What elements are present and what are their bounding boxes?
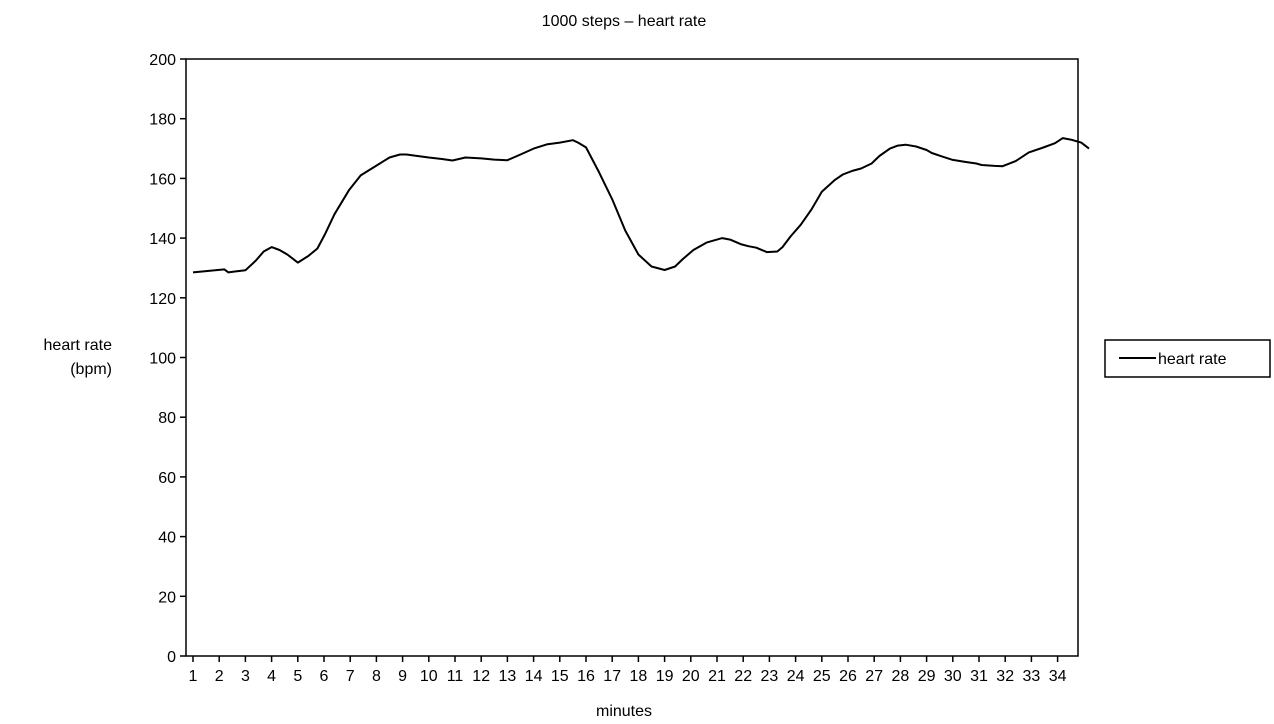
x-tick-label: 13 <box>499 668 517 685</box>
x-tick-label: 18 <box>630 668 648 685</box>
x-tick-label: 2 <box>215 668 224 685</box>
x-axis-label: minutes <box>596 703 652 720</box>
series-line-heart-rate <box>192 137 1090 274</box>
plot-area <box>185 58 1079 657</box>
y-tick-label: 60 <box>158 470 176 487</box>
x-tick-label: 9 <box>398 668 407 685</box>
x-tick-label: 12 <box>472 668 490 685</box>
x-tick-label: 33 <box>1023 668 1041 685</box>
x-tick-label: 23 <box>761 668 779 685</box>
legend-label: heart rate <box>1158 351 1227 368</box>
x-tick-label: 25 <box>813 668 831 685</box>
y-tick-label: 120 <box>149 291 176 308</box>
x-tick-label: 31 <box>970 668 988 685</box>
y-tick-label: 80 <box>158 410 176 427</box>
y-tick-label: 0 <box>167 649 176 666</box>
x-tick-label: 29 <box>918 668 936 685</box>
y-axis: 0 20 40 60 80 100 120 140 160 180 200 <box>149 52 186 666</box>
y-axis-label-line2: (bpm) <box>70 361 112 378</box>
x-tick-label: 4 <box>267 668 276 685</box>
x-tick-label: 22 <box>734 668 752 685</box>
y-tick-label: 100 <box>149 351 176 368</box>
x-tick-label: 27 <box>865 668 883 685</box>
x-axis: 1 2 3 4 5 6 7 8 9 10 11 12 13 14 15 16 17 18 19 20 21 22 23 24 2… <box>189 656 1067 685</box>
x-tick-label: 8 <box>372 668 381 685</box>
x-tick-label: 30 <box>944 668 962 685</box>
x-tick-label: 15 <box>551 668 569 685</box>
x-tick-label: 7 <box>346 668 355 685</box>
x-tick-label: 19 <box>656 668 674 685</box>
y-tick-label: 180 <box>149 112 176 129</box>
series-layer <box>192 137 1090 274</box>
x-tick-label: 24 <box>787 668 805 685</box>
x-tick-label: 16 <box>577 668 595 685</box>
y-tick-label: 160 <box>149 171 176 188</box>
x-tick-label: 32 <box>996 668 1014 685</box>
chart-title: 1000 steps – heart rate <box>542 13 707 30</box>
x-tick-label: 28 <box>892 668 910 685</box>
x-tick-label: 11 <box>447 668 464 685</box>
x-tick-label: 6 <box>320 668 329 685</box>
x-tick-label: 34 <box>1049 668 1067 685</box>
x-tick-label: 20 <box>682 668 700 685</box>
x-tick-label: 17 <box>603 668 621 685</box>
y-axis-label-line1: heart rate <box>44 337 113 354</box>
y-tick-label: 200 <box>149 52 176 69</box>
x-tick-label: 3 <box>241 668 250 685</box>
x-tick-label: 5 <box>293 668 302 685</box>
x-tick-label: 1 <box>189 668 198 685</box>
y-tick-label: 140 <box>149 231 176 248</box>
y-tick-label: 20 <box>158 589 176 606</box>
legend: heart rate <box>1104 339 1271 378</box>
x-tick-label: 21 <box>708 668 726 685</box>
x-tick-label: 26 <box>839 668 857 685</box>
x-tick-label: 10 <box>420 668 438 685</box>
x-tick-label: 14 <box>525 668 543 685</box>
y-tick-label: 40 <box>158 530 176 547</box>
